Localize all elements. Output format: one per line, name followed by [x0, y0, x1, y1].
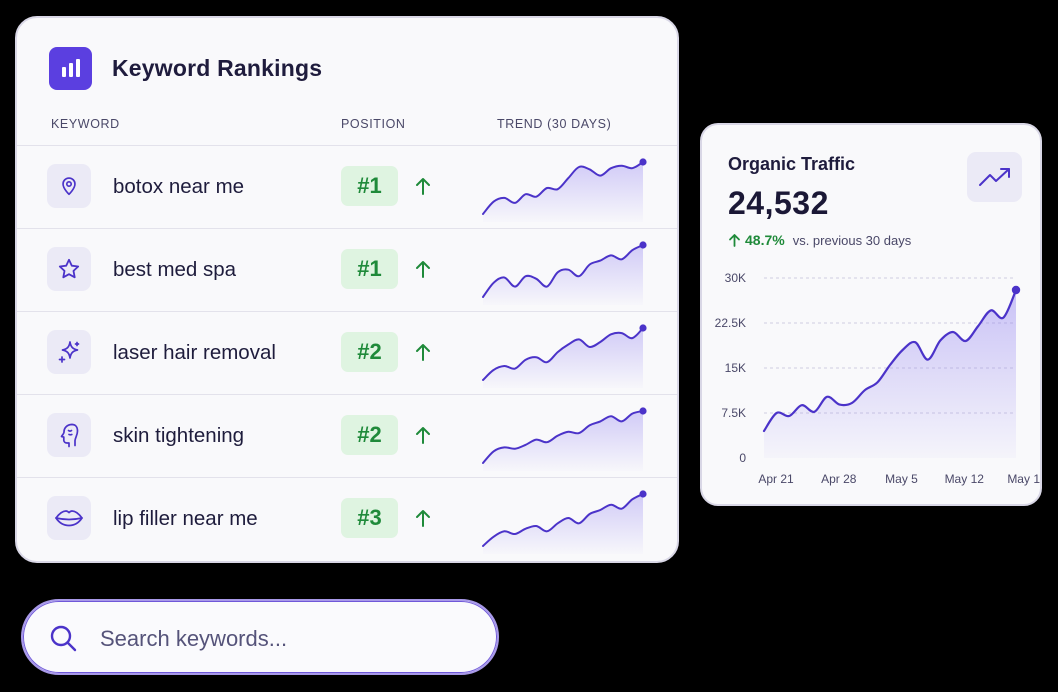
column-header-trend: TREND (30 DAYS)	[497, 117, 612, 131]
arrow-up-icon	[729, 234, 740, 247]
trend-sparkline	[482, 241, 647, 305]
organic-traffic-card: Organic Traffic 24,532 48.7% vs. previou…	[700, 123, 1042, 506]
lips-icon	[47, 496, 91, 540]
trend-sparkline	[482, 158, 647, 222]
sparkline-line	[482, 161, 644, 215]
y-tick-label: 7.5K	[721, 406, 746, 420]
keyword-row[interactable]: botox near me #1	[17, 145, 677, 228]
x-tick-label: May 19	[1007, 472, 1040, 486]
x-tick-label: May 12	[945, 472, 985, 486]
keyword-text: botox near me	[113, 175, 245, 198]
column-header-keyword: KEYWORD	[51, 117, 120, 131]
x-tick-label: Apr 21	[758, 472, 794, 486]
y-tick-label: 30K	[725, 271, 746, 285]
rankings-title: Keyword Rankings	[112, 54, 323, 81]
sparkline-end-point	[639, 158, 647, 166]
keyword-list: botox near me #1 best med spa #1	[17, 145, 677, 560]
trending-up-icon	[967, 152, 1022, 202]
sparkline-end-point	[639, 407, 647, 415]
keyword-rankings-card: Keyword Rankings KEYWORD POSITION TREND …	[15, 16, 679, 563]
keyword-text: skin tightening	[113, 424, 245, 447]
keyword-text: best med spa	[113, 258, 237, 281]
position-badge: #1	[341, 249, 398, 289]
y-tick-label: 0	[739, 451, 746, 465]
bar-chart-icon	[49, 46, 92, 90]
traffic-change-label: vs. previous 30 days	[792, 232, 912, 248]
sparkline-line	[482, 327, 644, 381]
search-bar[interactable]	[21, 599, 499, 675]
keyword-row[interactable]: lip filler near me #3	[17, 477, 677, 560]
sparkline-end-point	[639, 490, 647, 498]
x-tick-label: Apr 28	[821, 472, 857, 486]
sparkline-area	[483, 411, 643, 471]
arrow-up-icon	[416, 178, 430, 195]
sparkline-area	[483, 162, 643, 222]
traffic-end-point	[1011, 285, 1021, 295]
arrow-up-icon	[416, 427, 430, 444]
arrow-up-icon	[416, 261, 430, 278]
position-badge: #2	[341, 332, 398, 372]
location-pin-icon	[47, 164, 91, 208]
star-icon	[47, 247, 91, 291]
position-badge: #1	[341, 166, 398, 206]
keyword-text: lip filler near me	[113, 507, 258, 530]
traffic-area-chart: 0 7.5K 15K 22.5K 30K Apr 21 Apr 28 May 5 May 12 M…	[715, 271, 1040, 486]
sparkline-line	[482, 244, 644, 298]
traffic-line	[762, 288, 1018, 433]
face-profile-icon	[47, 413, 91, 457]
keyword-row[interactable]: skin tightening #2	[17, 394, 677, 477]
traffic-value: 24,532	[728, 185, 829, 221]
y-tick-label: 22.5K	[715, 316, 746, 330]
traffic-area-fill	[764, 290, 1016, 458]
keyword-row[interactable]: laser hair removal #2	[17, 311, 677, 394]
arrow-up-icon	[416, 344, 430, 361]
trend-sparkline	[482, 324, 647, 388]
trend-sparkline	[482, 407, 647, 471]
position-badge: #2	[341, 415, 398, 455]
traffic-title: Organic Traffic	[728, 154, 856, 174]
sparkline-end-point	[639, 324, 647, 332]
sparkline-line	[482, 493, 644, 547]
arrow-up-icon	[416, 510, 430, 527]
sparkle-icon	[47, 330, 91, 374]
keyword-row[interactable]: best med spa #1	[17, 228, 677, 311]
y-tick-label: 15K	[725, 361, 746, 375]
column-header-position: POSITION	[341, 117, 406, 131]
sparkline-area	[483, 328, 643, 388]
trend-sparkline	[482, 490, 647, 554]
traffic-change: 48.7% vs. previous 30 days	[728, 232, 911, 248]
search-input[interactable]	[100, 621, 460, 657]
search-icon	[50, 625, 77, 652]
sparkline-end-point	[639, 241, 647, 249]
position-badge: #3	[341, 498, 398, 538]
sparkline-area	[483, 245, 643, 305]
x-tick-label: May 5	[885, 472, 918, 486]
sparkline-area	[483, 494, 643, 554]
traffic-change-percent: 48.7%	[745, 232, 785, 248]
rankings-header: Keyword Rankings	[49, 46, 322, 90]
sparkline-line	[482, 410, 644, 464]
keyword-text: laser hair removal	[113, 341, 276, 364]
